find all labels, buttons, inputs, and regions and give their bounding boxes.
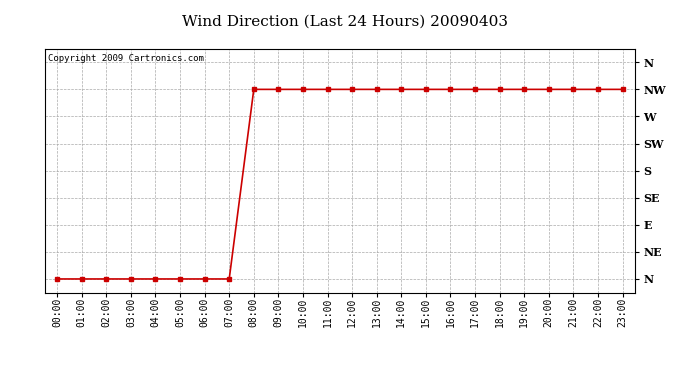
Text: Copyright 2009 Cartronics.com: Copyright 2009 Cartronics.com (48, 54, 204, 63)
Text: Wind Direction (Last 24 Hours) 20090403: Wind Direction (Last 24 Hours) 20090403 (182, 15, 508, 29)
